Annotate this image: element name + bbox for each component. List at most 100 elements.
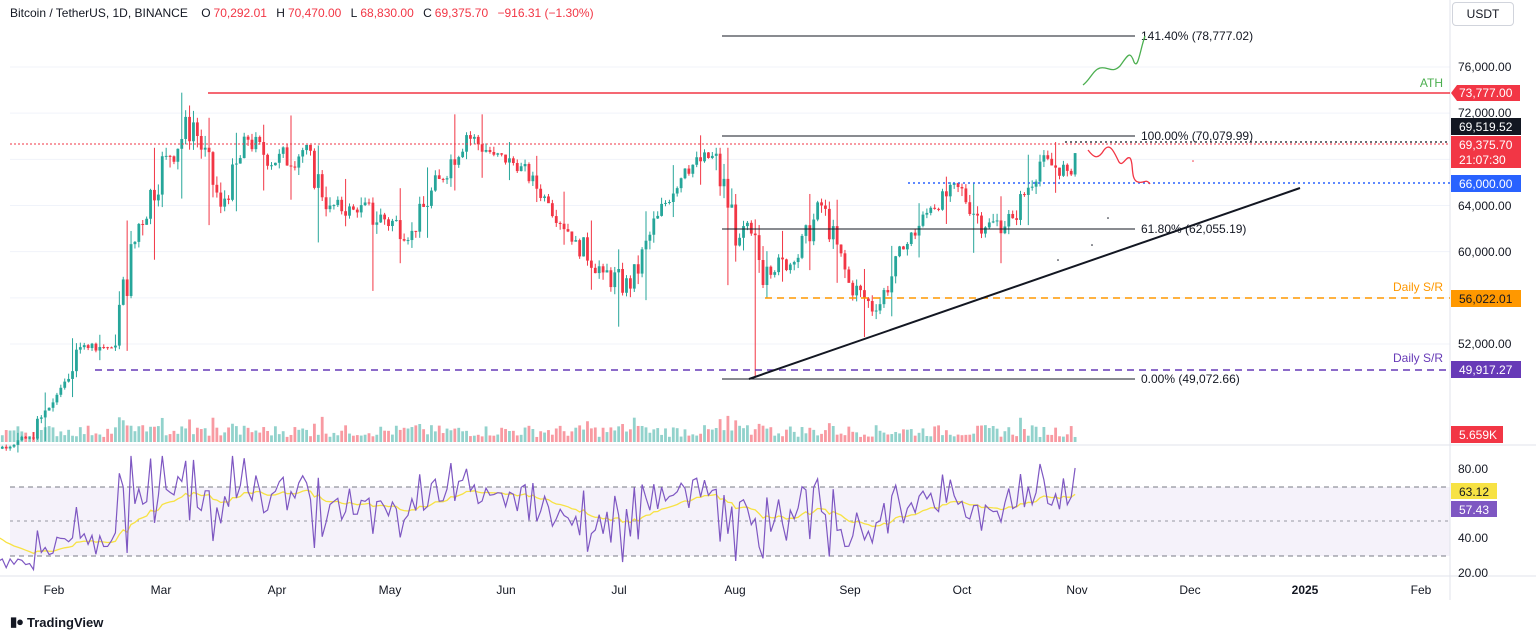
high-label: H xyxy=(276,6,285,20)
time-tick: Dec xyxy=(1179,583,1200,597)
candle-body xyxy=(219,192,223,207)
tradingview-logo[interactable]: ▮● TradingView xyxy=(10,614,103,630)
volume-bar xyxy=(297,429,301,442)
candle-body xyxy=(305,144,308,151)
rsi-line xyxy=(0,455,1076,572)
candle-body xyxy=(211,152,215,185)
candle-body xyxy=(433,175,437,191)
candle-body xyxy=(882,290,886,305)
time-tick: Apr xyxy=(268,583,287,597)
candle-body xyxy=(582,237,585,257)
volume-bar xyxy=(851,431,855,442)
candle-body xyxy=(59,387,63,395)
candle-body xyxy=(441,178,445,180)
volume-bar xyxy=(242,425,246,442)
volume-bar xyxy=(340,430,344,442)
open-value: 70,292.01 xyxy=(213,6,267,20)
candle-body xyxy=(352,206,355,210)
candle-body xyxy=(827,208,831,240)
close-value: 69,375.70 xyxy=(434,6,489,20)
volume-bar xyxy=(812,429,816,442)
candle-body xyxy=(316,174,320,188)
candle-body xyxy=(968,202,972,215)
candle-body xyxy=(640,249,644,274)
price-axis[interactable]: 76,000.00 72,000.00 64,000.00 60,000.00 … xyxy=(1458,60,1512,580)
volume-bar xyxy=(328,436,332,442)
candle-body xyxy=(753,233,757,236)
candle-body xyxy=(0,446,4,449)
time-tick: May xyxy=(379,583,402,597)
volume-bar xyxy=(617,426,621,442)
candle-body xyxy=(523,164,527,167)
candle-body xyxy=(898,246,901,257)
volume-bar xyxy=(156,426,160,442)
candle-body xyxy=(847,269,851,283)
candle-body xyxy=(472,136,476,139)
candle-body xyxy=(168,155,172,157)
volume-bar xyxy=(1022,429,1026,442)
candle-body xyxy=(1062,164,1065,176)
volume-bar xyxy=(301,428,305,442)
volume-bars xyxy=(0,415,1077,442)
time-axis[interactable]: Feb Mar Apr May Jun Jul Aug Sep Oct Nov … xyxy=(44,583,1432,597)
candle-body xyxy=(941,191,944,210)
volume-bar xyxy=(671,427,675,442)
candle-body xyxy=(983,227,987,234)
volume-bar xyxy=(114,427,117,442)
volume-bar xyxy=(511,430,515,442)
candle-body xyxy=(71,371,74,379)
currency-button[interactable]: USDT xyxy=(1452,2,1514,26)
marker-dot xyxy=(1091,244,1093,246)
volume-bar xyxy=(866,436,870,442)
time-tick: Mar xyxy=(151,583,172,597)
candle-body xyxy=(172,156,176,162)
ascending-trendline[interactable] xyxy=(748,187,1301,380)
candle-body xyxy=(266,154,269,166)
candle-body xyxy=(855,285,859,296)
volume-bar xyxy=(227,427,230,442)
volume-bar xyxy=(683,429,687,442)
candle-body xyxy=(628,278,632,289)
volume-bar xyxy=(679,436,683,442)
candle-body xyxy=(117,304,121,346)
volume-bar xyxy=(995,428,999,442)
candle-body xyxy=(539,188,543,198)
candle-body xyxy=(843,253,847,270)
volume-bar xyxy=(703,425,706,442)
candle-body xyxy=(223,198,227,207)
volume-bar xyxy=(531,429,535,442)
volume-bar xyxy=(788,426,792,442)
symbol-title[interactable]: Bitcoin / TetherUS, 1D, BINANCE xyxy=(10,6,188,20)
volume-bar xyxy=(800,427,804,442)
volume-bar xyxy=(593,427,597,442)
candle-body xyxy=(449,159,453,179)
daily-sr-label-2: Daily S/R xyxy=(1393,351,1443,365)
volume-bar xyxy=(890,434,894,442)
volume-bar xyxy=(461,431,465,442)
candle-body xyxy=(816,202,820,220)
low-value: 68,830.00 xyxy=(360,6,414,20)
candle-body xyxy=(359,205,363,213)
volume-bar xyxy=(398,429,402,442)
candle-body xyxy=(863,290,866,299)
candle-body xyxy=(831,226,835,240)
candle-body xyxy=(851,282,855,296)
candle-body xyxy=(153,189,156,201)
candle-body xyxy=(281,147,285,154)
candle-body xyxy=(20,436,24,441)
candle-body xyxy=(418,203,422,232)
volume-bar xyxy=(792,431,796,442)
candle-body xyxy=(16,440,20,445)
volume-bar xyxy=(621,424,624,442)
volume-bar xyxy=(465,430,468,442)
candle-body xyxy=(195,122,199,136)
candle-body xyxy=(309,144,312,151)
candle-body xyxy=(1046,155,1050,159)
volume-bar xyxy=(410,427,414,442)
volume-bar xyxy=(613,430,617,442)
volume-bar xyxy=(640,425,644,442)
volume-bar xyxy=(1050,434,1054,442)
volume-bar xyxy=(835,434,839,442)
candle-body xyxy=(749,222,753,234)
